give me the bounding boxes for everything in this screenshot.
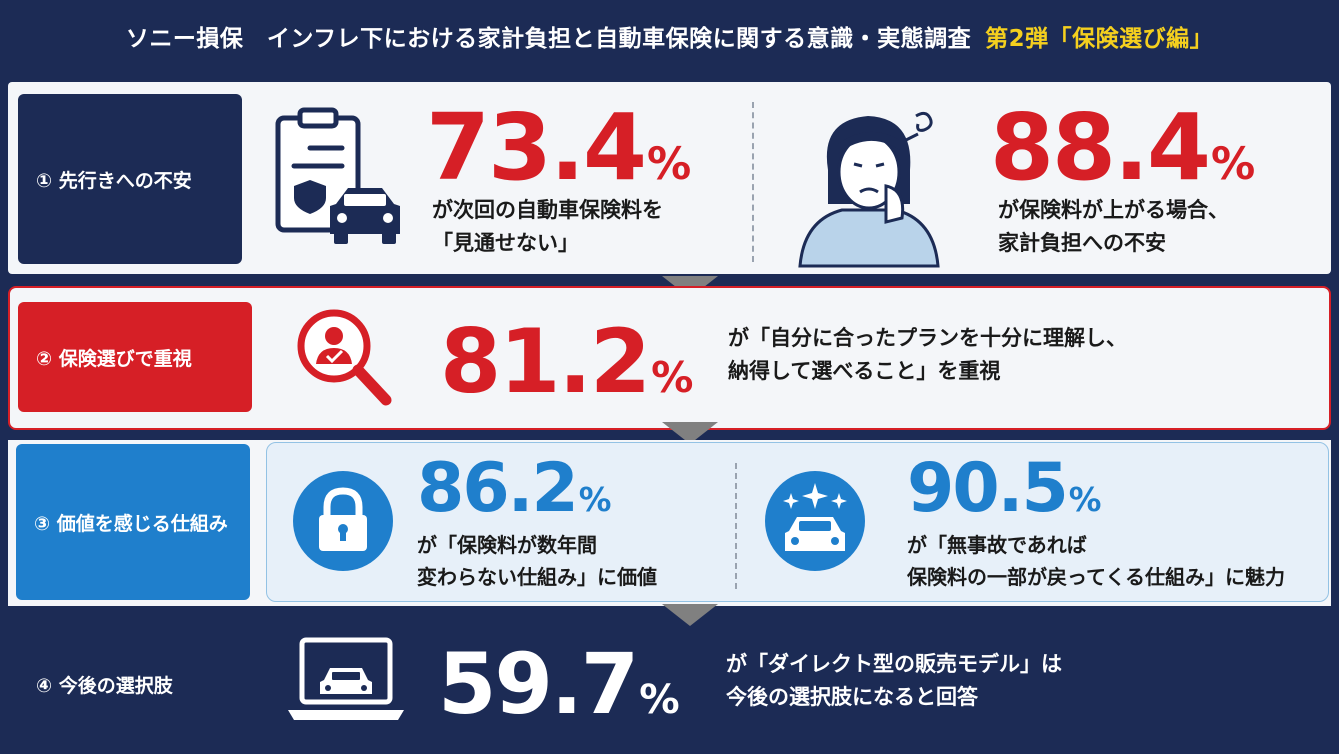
stat-86-2-desc: が「保険料が数年間 変わらない仕組み」に価値 <box>417 533 657 589</box>
lock-icon <box>293 471 393 571</box>
sparkle-car-icon <box>765 471 865 571</box>
down-arrow-icon <box>662 604 718 626</box>
magnifier-person-icon <box>297 309 392 406</box>
down-arrow-icon <box>662 422 718 444</box>
stat-81-2-desc: が「自分に合ったプランを十分に理解し、 納得して選べること」を重視 <box>728 326 1127 383</box>
stat-90-5-desc: が「無事故であれば 保険料の一部が戻ってくる仕組み」に魅力 <box>907 533 1285 589</box>
section-anxiety: ① 先行きへの不安 73.4% が次回の自動車保険料を 「見通せない」 88.4… <box>8 82 1331 274</box>
stat-59-7-desc: が「ダイレクト型の販売モデル」は 今後の選択肢になると回答 <box>726 652 1062 709</box>
section-value: ③ 価値を感じる仕組み 86.2% が「保険料が数年間 変わらない仕組み」に価値… <box>8 440 1331 606</box>
stat-73-4: 73.4% <box>426 94 692 201</box>
value-panel: 86.2% が「保険料が数年間 変わらない仕組み」に価値 90.5% が「無事故… <box>266 442 1329 602</box>
divider <box>752 102 754 262</box>
stat-73-4-desc: が次回の自動車保険料を 「見通せない」 <box>432 198 663 255</box>
clipboard-car-icon <box>275 107 400 244</box>
section-priority: ② 保険選びで重視 81.2% が「自分に合ったプランを十分に理解し、 納得して… <box>8 286 1331 430</box>
stat-88-4: 88.4% <box>990 94 1256 201</box>
page-title: ソニー損保 インフレ下における家計負担と自動車保険に関する意識・実態調査 <box>125 26 972 52</box>
section-label-options: ④ 今後の選択肢 <box>36 674 173 697</box>
page-title-highlight: 第2弾「保険選び編」 <box>985 26 1214 52</box>
divider <box>735 463 737 589</box>
section-label-priority: ② 保険選びで重視 <box>18 302 252 412</box>
stat-90-5: 90.5% <box>907 449 1102 528</box>
stat-59-7: 59.7% <box>438 635 680 733</box>
laptop-car-icon <box>288 637 404 720</box>
page-header: ソニー損保 インフレ下における家計負担と自動車保険に関する意識・実態調査 第2弾… <box>0 0 1339 72</box>
section-label-value: ③ 価値を感じる仕組み <box>16 444 250 600</box>
section-label-anxiety: ① 先行きへの不安 <box>18 94 242 264</box>
worried-woman-icon <box>798 111 940 268</box>
stat-81-2: 81.2% <box>440 310 694 413</box>
stat-88-4-desc: が保険料が上がる場合、 家計負担への不安 <box>998 198 1229 255</box>
stat-86-2: 86.2% <box>417 449 612 528</box>
